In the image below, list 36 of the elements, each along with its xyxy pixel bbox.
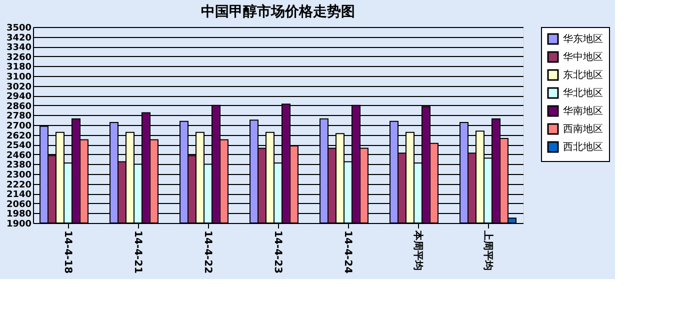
y-tick-label: 2780 [6,112,32,122]
y-tick-label: 2940 [6,92,32,102]
legend-label: 西南地区 [563,123,603,135]
legend-label: 东北地区 [563,69,603,81]
y-tick-label: 3020 [6,82,32,92]
y-tick-label: 1900 [6,220,32,230]
x-tick-label: 上周平均 [482,230,494,270]
y-tick-label: 2620 [6,131,32,142]
y-tick-label: 2700 [6,122,32,132]
legend-label: 华东地区 [563,33,603,45]
y-tick-label: 2220 [6,180,32,190]
y-tick-label: 2540 [6,141,32,152]
y-tick-label: 3180 [6,62,32,73]
y-tick-label: 3260 [6,52,32,63]
legend-label: 华中地区 [563,51,603,63]
x-tick-label: 14-4-21 [132,230,143,274]
y-tick-label: 3100 [6,72,32,82]
y-tick-label: 3420 [6,33,32,44]
y-tick-label: 3340 [6,43,32,54]
x-tick-label: 14-4-22 [202,230,213,274]
x-tick-label: 本周平均 [412,230,424,270]
legend-label: 华北地区 [563,87,603,99]
legend-label: 西北地区 [563,141,603,153]
y-tick-label: 1980 [6,210,32,220]
y-tick-label: 2460 [6,150,32,161]
chart-title: 中国甲醇市场价格走势图 [201,3,355,20]
x-tick-label: 14-4-18 [62,230,73,274]
y-tick-label: 2140 [6,190,32,200]
y-tick-label: 2860 [6,102,32,112]
legend-label: 华南地区 [563,105,603,117]
y-tick-label: 3500 [6,24,32,34]
y-tick-label: 2300 [6,170,32,180]
x-tick-label: 14-4-23 [272,230,283,274]
x-tick-label: 14-4-24 [342,230,353,274]
y-tick-label: 2380 [6,160,32,171]
y-tick-label: 2060 [6,200,32,210]
